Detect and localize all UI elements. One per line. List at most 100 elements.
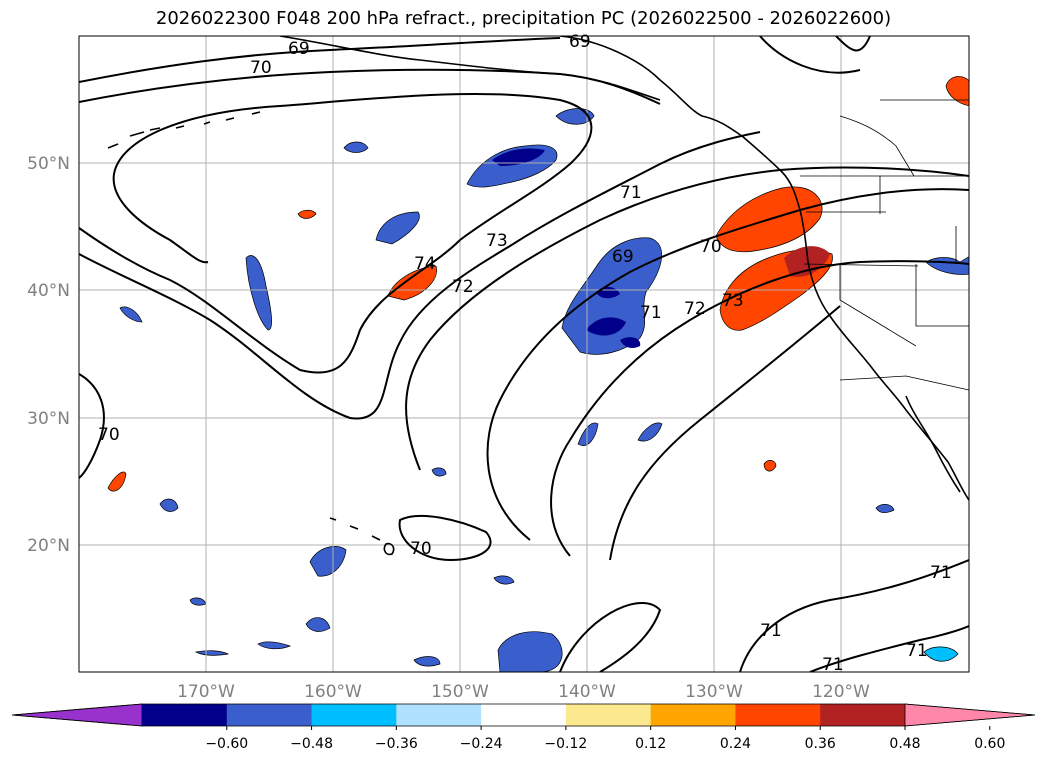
colorbar-tick-label: −0.60 <box>205 736 248 752</box>
border-us-mexico <box>839 375 969 391</box>
latitude-label: 50°N <box>27 154 70 174</box>
aleutian-islands <box>107 111 261 149</box>
colorbar-tick-label: 0.36 <box>805 736 836 752</box>
state-borders <box>803 176 969 347</box>
latitude-label: 20°N <box>27 536 70 556</box>
colorbar-tick-label: 0.24 <box>720 736 751 752</box>
colorbar-segment <box>820 704 906 726</box>
colorbar-segment <box>142 704 228 726</box>
contour-label: 72 <box>684 299 706 319</box>
longitude-label: 130°W <box>685 682 743 702</box>
contour-label: 72 <box>452 277 474 297</box>
colorbar-tick-label: 0.60 <box>974 736 1005 752</box>
contour-label: 71 <box>906 641 928 661</box>
colorbar-segment <box>396 704 482 726</box>
precip-blob <box>159 498 179 512</box>
contour-label: 69 <box>569 32 591 52</box>
colorbar-segment <box>311 704 397 726</box>
precip-blob <box>577 422 599 446</box>
precip-blob <box>413 656 441 667</box>
contour-label: 69 <box>612 247 634 267</box>
precip-blob <box>784 246 830 277</box>
map-panel: 69 70 69 71 73 74 72 69 70 72 73 71 70 7… <box>78 32 970 675</box>
colorbar-segment <box>565 704 652 726</box>
precip-blob <box>245 255 272 331</box>
contour-line <box>79 92 593 374</box>
colorbar-outline <box>11 703 1036 727</box>
precip-blob <box>586 317 626 336</box>
colorbar-segment <box>650 704 736 726</box>
contour-label: 71 <box>760 621 782 641</box>
colorbar-tick-label: 0.12 <box>635 736 666 752</box>
precip-blob <box>492 148 545 166</box>
contour-label: 69 <box>288 39 310 59</box>
contour-label: 71 <box>930 563 952 583</box>
contour-line <box>398 514 492 562</box>
contour-label: 70 <box>250 58 272 78</box>
latitude-label: 40°N <box>27 281 70 301</box>
longitude-label: 140°W <box>558 682 616 702</box>
precip-blob <box>945 76 969 107</box>
contour-line <box>79 373 105 479</box>
precip-blob <box>387 265 438 301</box>
precip-blob <box>309 546 347 577</box>
precip-blob <box>343 141 369 153</box>
contour-line <box>486 188 969 541</box>
hawaii-islands <box>329 517 395 556</box>
map-background <box>79 36 969 672</box>
longitude-label: 150°W <box>431 682 489 702</box>
contour-labels: 69 70 69 71 73 74 72 69 70 72 73 71 70 7… <box>98 32 952 675</box>
colorbar-segment <box>735 704 821 726</box>
precip-blob <box>297 209 317 219</box>
contour-label: 71 <box>640 303 662 323</box>
contour-label: 70 <box>700 237 722 257</box>
contour-line <box>79 131 761 420</box>
contour-line <box>79 37 561 83</box>
colorbar: −0.60 −0.48 −0.36 −0.24 −0.12 0.12 0.24 0.36 0.4… <box>11 703 1036 752</box>
latitude-axis: 50°N 40°N 30°N 20°N <box>27 154 70 556</box>
contour-line <box>835 36 871 52</box>
precip-blob <box>763 460 777 472</box>
colorbar-tick-label: −0.48 <box>290 736 333 752</box>
precip-blob <box>620 337 641 348</box>
coastline-baja <box>905 395 961 493</box>
precip-blob <box>637 422 663 442</box>
longitude-label: 120°W <box>812 682 870 702</box>
map-frame <box>78 35 970 673</box>
contour-line <box>559 601 662 672</box>
contour-label: 73 <box>722 291 744 311</box>
precip-blob <box>305 617 331 632</box>
contour-line <box>739 559 969 672</box>
contour-label: 74 <box>414 254 436 274</box>
latitude-label: 30°N <box>27 409 70 429</box>
map-title: 2026022300 F048 200 hPa refract., precip… <box>155 8 892 29</box>
canada-provinces <box>839 99 969 177</box>
precip-blob <box>497 631 563 672</box>
precip-blob <box>119 306 143 323</box>
contour-line <box>609 305 841 561</box>
contour-label: 70 <box>410 539 432 559</box>
coastline-north-america <box>559 36 969 501</box>
precip-blob <box>493 575 515 585</box>
colorbar-tick-label: −0.12 <box>544 736 587 752</box>
longitude-label: 160°W <box>304 682 362 702</box>
contour-line <box>759 36 861 74</box>
contour-line <box>550 260 969 557</box>
longitude-label: 170°W <box>177 682 235 702</box>
longitude-axis: 170°W 160°W 150°W 140°W 130°W 120°W <box>177 682 870 702</box>
colorbar-tick-label: −0.36 <box>375 736 418 752</box>
contour-line <box>79 68 661 105</box>
contour-label: 73 <box>486 231 508 251</box>
contour-line <box>809 625 969 672</box>
precip-blob <box>431 467 447 477</box>
contour-line <box>405 166 969 471</box>
colorbar-tick-label: 0.48 <box>889 736 920 752</box>
contour-label: 71 <box>822 655 844 675</box>
colorbar-segment <box>481 704 567 726</box>
contour-label: 71 <box>620 183 642 203</box>
colorbar-segment <box>226 704 313 726</box>
colorbar-extend-high <box>904 703 1036 727</box>
colorbar-tick-label: −0.24 <box>460 736 503 752</box>
political-borders <box>800 99 969 391</box>
